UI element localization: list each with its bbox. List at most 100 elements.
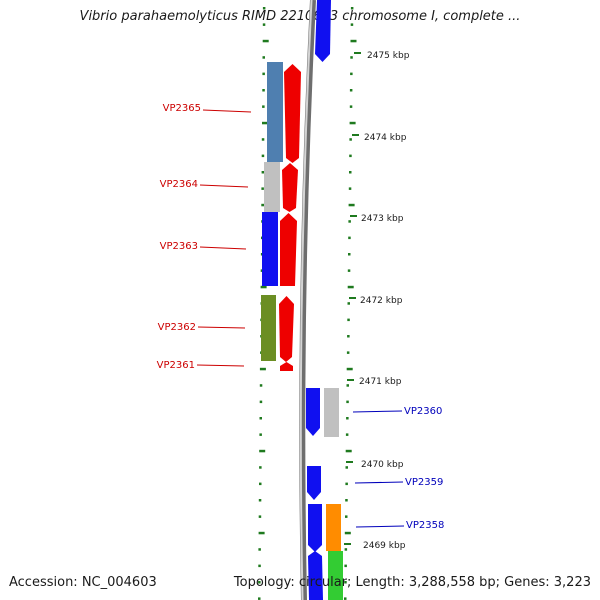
gene-label-vp2363[interactable]: VP2363	[160, 241, 198, 252]
gene-label-vp2362[interactable]: VP2362	[158, 322, 196, 333]
gene-bar-vp2364[interactable]	[264, 162, 280, 212]
right-tick-dot	[345, 449, 352, 453]
right-tick-dot	[345, 466, 348, 469]
right-tick-dot	[348, 253, 351, 256]
scale-label-2473: 2473 kbp	[361, 214, 404, 224]
scale-ticks	[344, 52, 361, 545]
right-tick-dot	[347, 285, 354, 289]
left-tick-dot	[262, 7, 266, 10]
gene-label-vp2358[interactable]: VP2358	[406, 520, 444, 531]
cds-arrow-vp2361[interactable]	[280, 362, 293, 371]
cds-arrow-vp2360[interactable]	[306, 388, 320, 436]
chromosome-backbone-highlight	[299, 0, 313, 600]
right-tick-dot	[348, 203, 355, 207]
cds-arrow-vp2359[interactable]	[307, 466, 321, 500]
left-leader-lines	[196, 109, 252, 367]
accession-label: Accession: NC_004603	[9, 575, 157, 590]
cds-arrow-vp2364[interactable]	[282, 163, 298, 212]
right-tick-dot	[346, 400, 349, 404]
right-tick-dot	[347, 269, 351, 272]
right-tick-dot	[346, 384, 349, 387]
left-tick-dot	[259, 482, 262, 486]
cds-arrow-vp2358[interactable]	[308, 504, 322, 552]
right-tick-dot	[346, 351, 350, 354]
left-tick-dot	[259, 400, 263, 404]
right-tick-dot	[350, 39, 357, 43]
gene-label-vp2365[interactable]: VP2365	[163, 103, 201, 114]
cds-arrow-top-blue[interactable]	[315, 0, 331, 62]
topology-stats-label: Topology: circular; Length: 3,288,558 bp…	[233, 575, 591, 590]
left-tick-dot	[258, 548, 261, 551]
left-tick-dot	[259, 449, 266, 453]
left-tick-dot	[262, 121, 268, 125]
left-tick-dot	[260, 285, 267, 289]
scale-label-2469: 2469 kbp	[363, 541, 406, 551]
left-tick-dot	[259, 367, 266, 371]
right-tick-dot	[350, 7, 354, 10]
scale-label-2471: 2471 kbp	[359, 377, 402, 387]
right-tick-dot	[345, 433, 349, 436]
right-tick-dot	[346, 417, 349, 420]
right-tick-dot	[345, 515, 348, 518]
right-tick-dot	[349, 154, 352, 158]
gene-bar-vp2360[interactable]	[324, 388, 339, 437]
cds-arrow-vp2365[interactable]	[284, 64, 301, 163]
right-tick-dot	[345, 499, 348, 502]
right-tick-dot	[347, 302, 350, 305]
left-tick-dot	[261, 138, 265, 141]
gene-label-vp2359[interactable]: VP2359	[405, 477, 443, 488]
right-tick-dot	[348, 236, 351, 240]
chromosome-backbone	[299, 0, 316, 600]
map-title: Vibrio parahaemolyticus RIMD 2210633 chr…	[79, 9, 521, 24]
gene-label-vp2361[interactable]: VP2361	[157, 360, 195, 371]
left-tick-dot	[258, 597, 261, 600]
left-tick-dot	[261, 154, 265, 158]
left-tick-dot	[259, 466, 262, 469]
left-tick-dot	[262, 105, 265, 108]
gene-label-vp2360[interactable]: VP2360	[404, 406, 442, 417]
left-tick-dot	[261, 187, 264, 190]
cds-arrow-vp2363[interactable]	[280, 213, 297, 286]
gene-bar-vp2365[interactable]	[267, 62, 283, 162]
gene-bar-bottom-green[interactable]	[328, 551, 343, 600]
right-tick-dot	[347, 335, 350, 338]
right-tick-column	[344, 7, 357, 600]
scale-label-2470: 2470 kbp	[361, 460, 404, 470]
left-tick-dot	[258, 499, 262, 502]
right-tick-dot	[349, 171, 352, 174]
right-tick-dot	[344, 548, 348, 551]
gene-bar-vp2362[interactable]	[261, 295, 276, 361]
right-tick-dot	[349, 138, 352, 141]
gene-bar-vp2363[interactable]	[262, 212, 278, 286]
left-tick-dot	[259, 417, 262, 420]
right-tick-dot	[350, 56, 353, 59]
left-tick-dot	[258, 564, 261, 568]
left-tick-column	[258, 7, 269, 600]
left-tick-dot	[258, 515, 262, 518]
scale-label-2472: 2472 kbp	[360, 296, 403, 306]
gene-bar-vp2358[interactable]	[326, 504, 341, 551]
right-tick-dot	[348, 220, 351, 223]
left-tick-dot	[262, 72, 265, 76]
left-tick-dot	[258, 581, 261, 584]
cds-arrow-vp2362[interactable]	[279, 296, 294, 362]
cds-arrow-bottom-blue[interactable]	[308, 551, 323, 600]
scale-label-2475: 2475 kbp	[367, 51, 410, 61]
left-tick-dot	[262, 56, 265, 59]
right-tick-dot	[350, 23, 354, 26]
right-tick-dot	[349, 105, 353, 108]
right-tick-dot	[348, 187, 352, 190]
scale-label-2474: 2474 kbp	[364, 133, 407, 143]
left-tick-dot	[259, 433, 262, 436]
left-tick-dot	[259, 384, 263, 387]
right-tick-dot	[350, 72, 353, 76]
left-tick-dot	[262, 39, 269, 43]
right-tick-dot	[345, 482, 348, 486]
gene-label-vp2364[interactable]: VP2364	[160, 179, 198, 190]
left-tick-dot	[260, 269, 264, 272]
right-tick-dot	[344, 581, 347, 584]
right-tick-dot	[344, 531, 351, 535]
right-tick-dot	[349, 89, 353, 92]
